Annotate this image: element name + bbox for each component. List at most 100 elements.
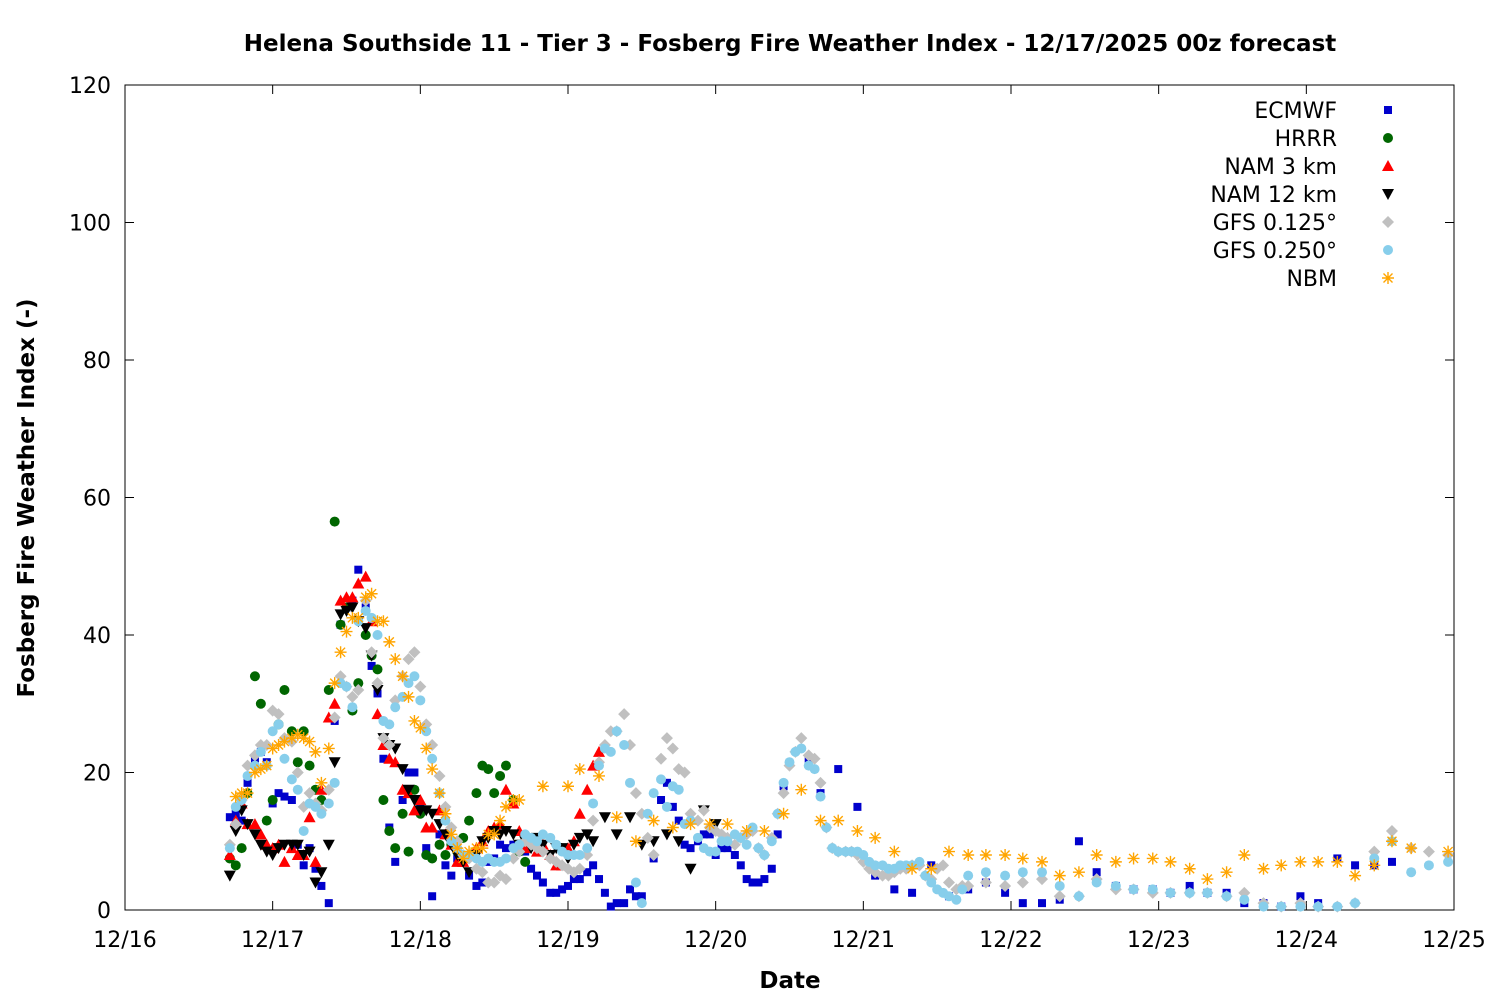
point-nam-12-km: [328, 757, 341, 769]
point-ecmwf: [552, 888, 561, 897]
point-nam-3-km: [334, 594, 347, 606]
point-gfs-0-125: [371, 677, 384, 690]
point-ecmwf: [280, 792, 289, 801]
point-gfs-0-125: [678, 766, 691, 779]
y-axis-label: Fosberg Fire Weather Index (-): [14, 298, 40, 697]
point-nam-12-km: [624, 812, 637, 824]
point-gfs-0-250: [661, 801, 672, 812]
y-tick-label: 40: [83, 624, 111, 649]
point-gfs-0-125: [488, 876, 501, 889]
point-gfs-0-250: [1295, 901, 1306, 912]
point-nam-3-km: [248, 818, 261, 830]
point-hrrr: [471, 788, 482, 799]
point-gfs-0-250: [1406, 867, 1417, 878]
point-gfs-0-125: [303, 787, 316, 800]
point-nam-12-km: [322, 839, 335, 851]
point-hrrr: [440, 850, 451, 860]
point-nam-12-km: [229, 825, 242, 837]
point-nbm: [573, 763, 586, 776]
point-gfs-0-125: [697, 804, 710, 817]
point-gfs-0-250: [1313, 901, 1324, 912]
point-nam-12-km: [340, 605, 353, 617]
point-nbm: [396, 670, 409, 683]
point-gfs-0-250: [574, 850, 585, 860]
point-ecmwf: [225, 813, 234, 822]
point-nam-3-km: [254, 828, 267, 840]
point-gfs-0-250: [230, 801, 241, 812]
point-nbm: [303, 735, 316, 748]
point-nbm: [451, 842, 464, 855]
point-ecmwf: [435, 830, 444, 839]
point-nam-3-km: [359, 570, 372, 582]
legend-label-gfs-0-125: GFS 0.125°: [1213, 211, 1337, 236]
point-gfs-0-250: [279, 753, 290, 764]
point-nbm: [383, 635, 396, 648]
point-nbm: [463, 845, 476, 858]
x-tick-label: 12/21: [832, 928, 895, 953]
point-nbm: [365, 587, 378, 600]
point-gfs-0-250: [421, 726, 432, 737]
point-gfs-0-250: [366, 612, 377, 623]
point-nbm: [433, 787, 446, 800]
point-gfs-0-125: [999, 879, 1012, 892]
x-tick-label: 12/20: [684, 928, 747, 953]
point-nbm: [408, 714, 421, 727]
point-nam-12-km: [334, 609, 347, 621]
point-ecmwf: [583, 868, 592, 877]
point-gfs-0-250: [286, 774, 297, 785]
point-gfs-0-250: [759, 850, 770, 860]
point-gfs-0-250: [594, 760, 605, 771]
point-gfs-0-125: [641, 831, 654, 844]
point-ecmwf: [589, 861, 598, 870]
point-gfs-0-250: [722, 836, 733, 847]
legend-marker-gfs-0-125: [1382, 216, 1394, 228]
point-nam-12-km: [402, 784, 415, 796]
point-gfs-0-125: [795, 732, 808, 745]
point-ecmwf: [546, 888, 555, 897]
point-nam-12-km: [241, 819, 254, 831]
point-hrrr: [298, 726, 309, 737]
point-nbm: [420, 742, 433, 755]
point-gfs-0-250: [360, 605, 371, 616]
point-nbm: [322, 742, 335, 755]
point-gfs-0-250: [1202, 887, 1213, 898]
point-gfs-0-250: [267, 726, 278, 737]
point-ecmwf: [447, 871, 456, 880]
point-gfs-0-125: [383, 739, 396, 751]
point-gfs-0-125: [655, 752, 668, 765]
point-ecmwf: [558, 885, 567, 894]
point-nbm: [334, 646, 347, 659]
point-nbm: [1331, 855, 1344, 868]
point-hrrr: [464, 815, 475, 826]
point-hrrr: [286, 726, 297, 737]
point-nbm: [291, 728, 304, 741]
y-tick-label: 80: [83, 349, 111, 374]
point-nam-12-km: [291, 839, 304, 851]
point-nam-12-km: [272, 843, 285, 855]
point-nbm: [1238, 849, 1251, 861]
point-nam-3-km: [499, 783, 512, 795]
point-nbm: [328, 677, 341, 690]
x-tick-label: 12/16: [93, 928, 156, 953]
point-nbm: [1036, 855, 1049, 868]
chart-title: Helena Southside 11 - Tier 3 - Fosberg F…: [244, 31, 1337, 57]
point-ecmwf: [237, 816, 246, 825]
point-nbm: [1127, 852, 1140, 865]
point-gfs-0-250: [440, 815, 451, 826]
point-ecmwf: [736, 861, 745, 870]
point-nbm: [340, 625, 353, 638]
point-nbm: [248, 766, 261, 779]
point-hrrr: [427, 853, 438, 864]
point-hrrr: [434, 839, 445, 850]
point-nbm: [740, 824, 753, 837]
point-hrrr: [520, 856, 531, 867]
point-hrrr: [230, 860, 241, 871]
point-nbm: [832, 814, 845, 827]
point-gfs-0-250: [753, 843, 764, 854]
x-tick-label: 12/22: [979, 928, 1042, 953]
point-nam-12-km: [359, 623, 372, 635]
point-gfs-0-250: [500, 853, 511, 864]
point-gfs-0-250: [710, 846, 721, 857]
point-ecmwf: [699, 830, 708, 839]
point-nbm: [851, 824, 864, 837]
